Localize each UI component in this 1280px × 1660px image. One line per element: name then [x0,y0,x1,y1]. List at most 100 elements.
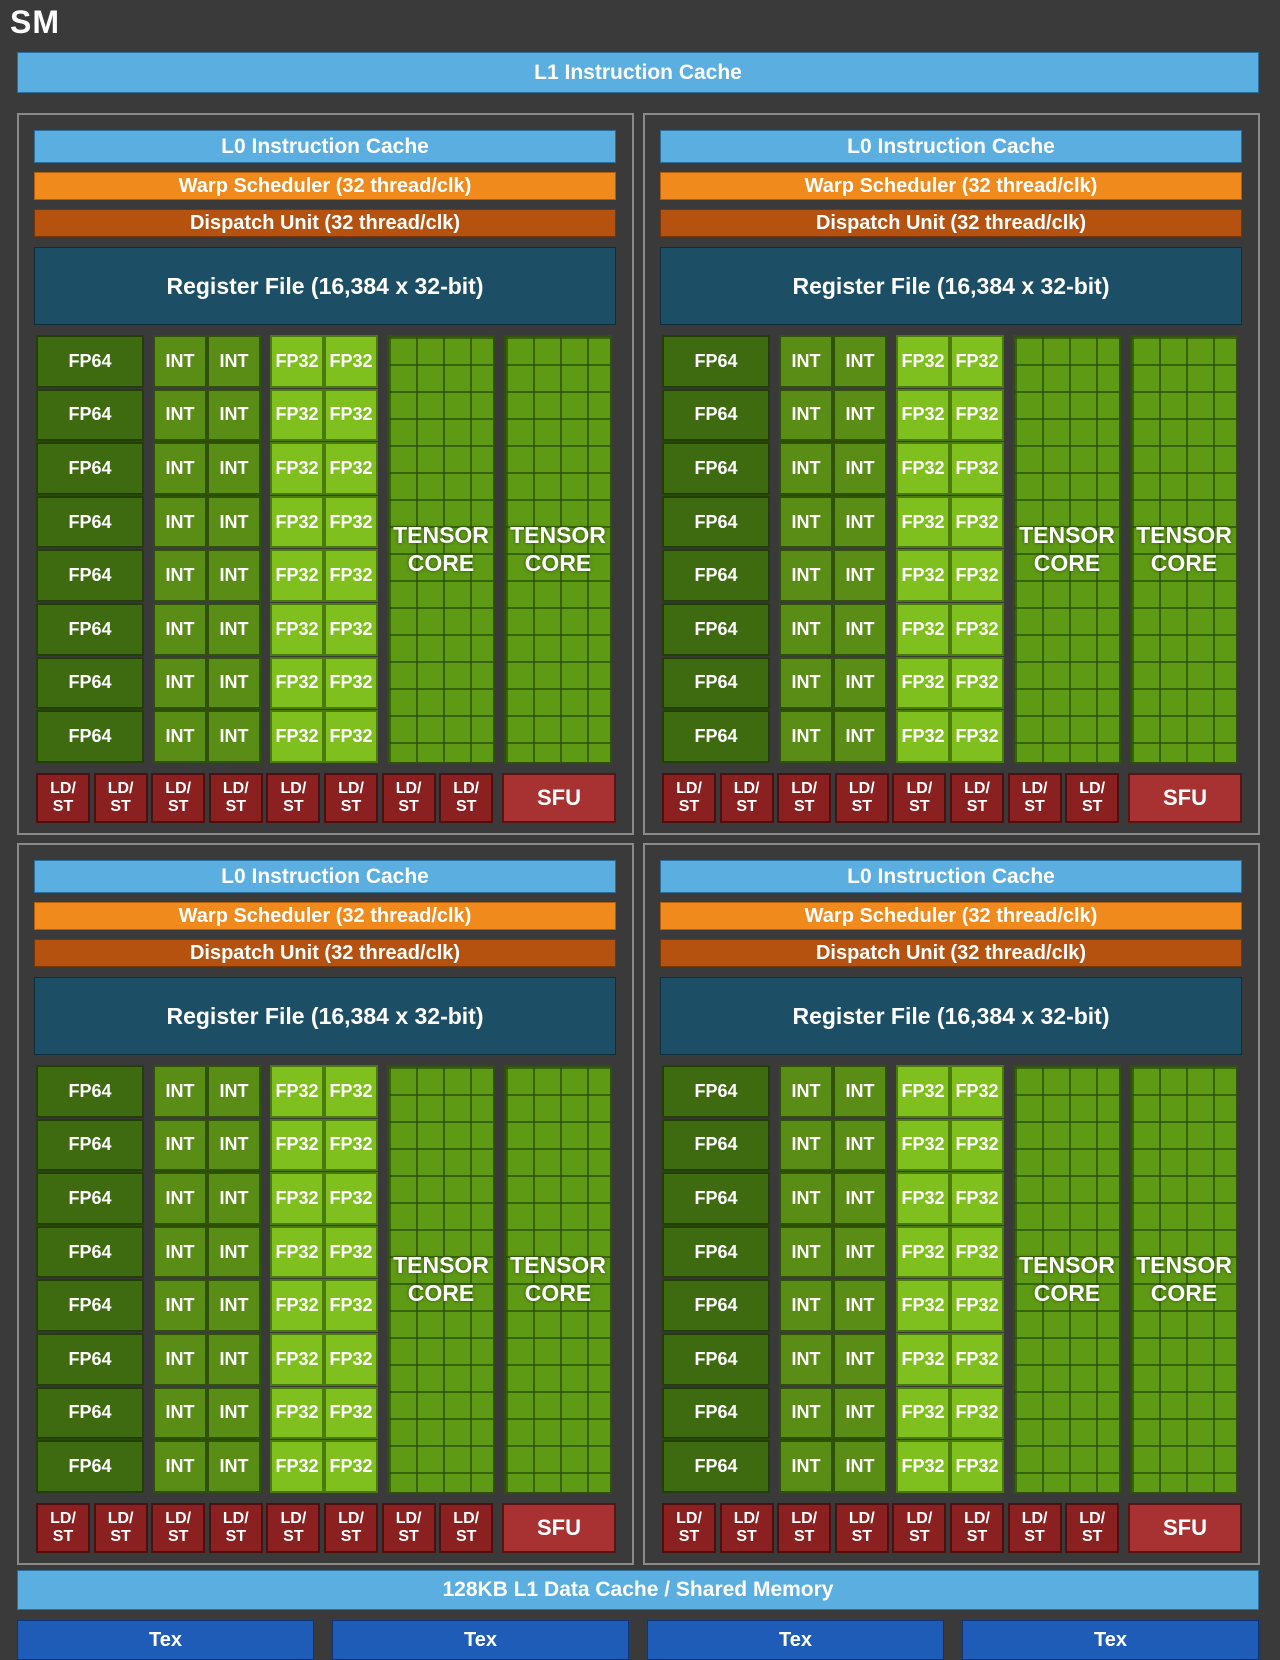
sfu-unit: SFU [502,773,616,823]
fp64-unit: FP64 [36,1333,144,1386]
int-unit: INT [833,1279,887,1332]
register-file: Register File (16,384 x 32-bit) [34,247,616,325]
ld-st-label: ST [793,798,815,815]
int-unit: INT [207,656,261,710]
int-unit: INT [833,1440,887,1493]
dispatch-unit: Dispatch Unit (32 thread/clk) [34,939,616,967]
fp32-unit: FP32 [896,1172,950,1225]
tensor-core-label: CORE [1033,549,1101,576]
fp32-unit: FP32 [270,1065,324,1118]
int-unit: INT [207,1172,261,1225]
ld-st-label: ST [110,1528,131,1545]
ld-st-label: ST [1081,798,1103,815]
tensor-core-label: CORE [1150,549,1218,576]
ld-st-unit: LD/ST [892,1503,947,1553]
warp-scheduler: Warp Scheduler (32 thread/clk) [660,902,1242,930]
ld-st-label: LD/ [733,1509,760,1527]
fp32-unit: FP32 [950,1172,1004,1225]
int-unit: INT [153,388,207,442]
fp32-unit: FP32 [270,1225,324,1279]
l0-instruction-cache: L0 Instruction Cache [34,860,616,893]
ld-st-label: ST [225,798,247,815]
ld-st-label: LD/ [107,1509,134,1527]
fp32-unit: FP32 [270,1279,324,1332]
ld-st-label: ST [793,1528,815,1545]
l1-data-cache: 128KB L1 Data Cache / Shared Memory [17,1570,1259,1610]
ld-st-unit: LD/ST [151,773,206,823]
ld-st-label: ST [167,1528,189,1545]
ld-st-label: ST [110,798,131,815]
ld-st-label: LD/ [395,779,422,797]
fp32-unit: FP32 [270,710,324,763]
ld-st-label: LD/ [338,1509,364,1527]
fp64-unit: FP64 [36,710,144,763]
ld-st-unit: LD/ST [93,1503,148,1553]
tensor-core-label: CORE [407,549,475,576]
fp64-unit: FP64 [662,335,770,388]
ld-st-unit: LD/ST [439,773,494,823]
int-unit: INT [153,1225,207,1279]
int-unit: INT [833,1386,887,1440]
fp32-unit: FP32 [950,335,1004,388]
int-unit: INT [153,1065,207,1118]
fp32-unit: FP32 [270,335,324,388]
ld-st-label: ST [678,1528,700,1545]
ld-st-label: LD/ [906,779,933,797]
int-unit: INT [833,335,887,388]
ld-st-label: ST [966,798,988,815]
int-unit: INT [833,1065,887,1118]
ld-st-label: LD/ [50,779,76,797]
fp32-unit: FP32 [950,495,1004,549]
int-unit: INT [833,388,887,442]
int-unit: INT [207,1225,261,1279]
fp32-unit: FP32 [896,495,950,549]
int-unit: INT [207,1333,261,1386]
int-unit: INT [207,710,261,763]
fp32-unit: FP32 [324,549,378,602]
tensor-core-1: TENSOR CORE [387,335,495,764]
fp32-unit: FP32 [324,1386,378,1440]
ld-st-label: LD/ [848,779,875,797]
ld-st-label: ST [398,798,419,815]
fp32-unit: FP32 [270,1386,324,1440]
int-unit: INT [153,656,207,710]
int-unit: INT [207,603,261,656]
fp32-unit: FP32 [896,549,950,602]
ld-st-unit: LD/ST [93,773,148,823]
ld-st-label: LD/ [338,779,364,797]
int-unit: INT [153,442,207,495]
ld-st-label: LD/ [165,779,192,797]
ld-st-label: LD/ [453,779,480,797]
int-unit: INT [207,549,261,602]
ld-st-label: ST [1081,1528,1103,1545]
fp64-unit: FP64 [662,1440,770,1493]
tensor-core-label: CORE [524,549,592,576]
fp32-unit: FP32 [324,1440,378,1493]
fp64-unit: FP64 [36,1118,144,1172]
int-unit: INT [207,495,261,549]
ld-st-label: LD/ [791,779,818,797]
int-unit: INT [779,1225,833,1279]
tensor-core-1: TENSOR CORE [1013,335,1121,764]
fp32-unit: FP32 [324,335,378,388]
fp64-unit: FP64 [662,442,770,495]
dispatch-unit: Dispatch Unit (32 thread/clk) [660,209,1242,237]
fp64-unit: FP64 [36,603,144,656]
int-unit: INT [207,1386,261,1440]
fp64-unit: FP64 [36,656,144,710]
int-unit: INT [779,442,833,495]
int-unit: INT [153,603,207,656]
fp32-unit: FP32 [270,1172,324,1225]
int-unit: INT [153,495,207,549]
fp32-unit: FP32 [324,1333,378,1386]
ld-st-unit: LD/ST [1065,773,1120,823]
ld-st-label: ST [52,1528,74,1545]
int-unit: INT [207,1279,261,1332]
ld-st-label: ST [851,798,873,815]
fp32-unit: FP32 [896,442,950,495]
fp32-unit: FP32 [896,388,950,442]
ld-st-unit: LD/ST [324,1503,378,1553]
fp64-unit: FP64 [36,549,144,602]
ld-st-label: ST [736,798,757,815]
ld-st-unit: LD/ST [950,773,1004,823]
